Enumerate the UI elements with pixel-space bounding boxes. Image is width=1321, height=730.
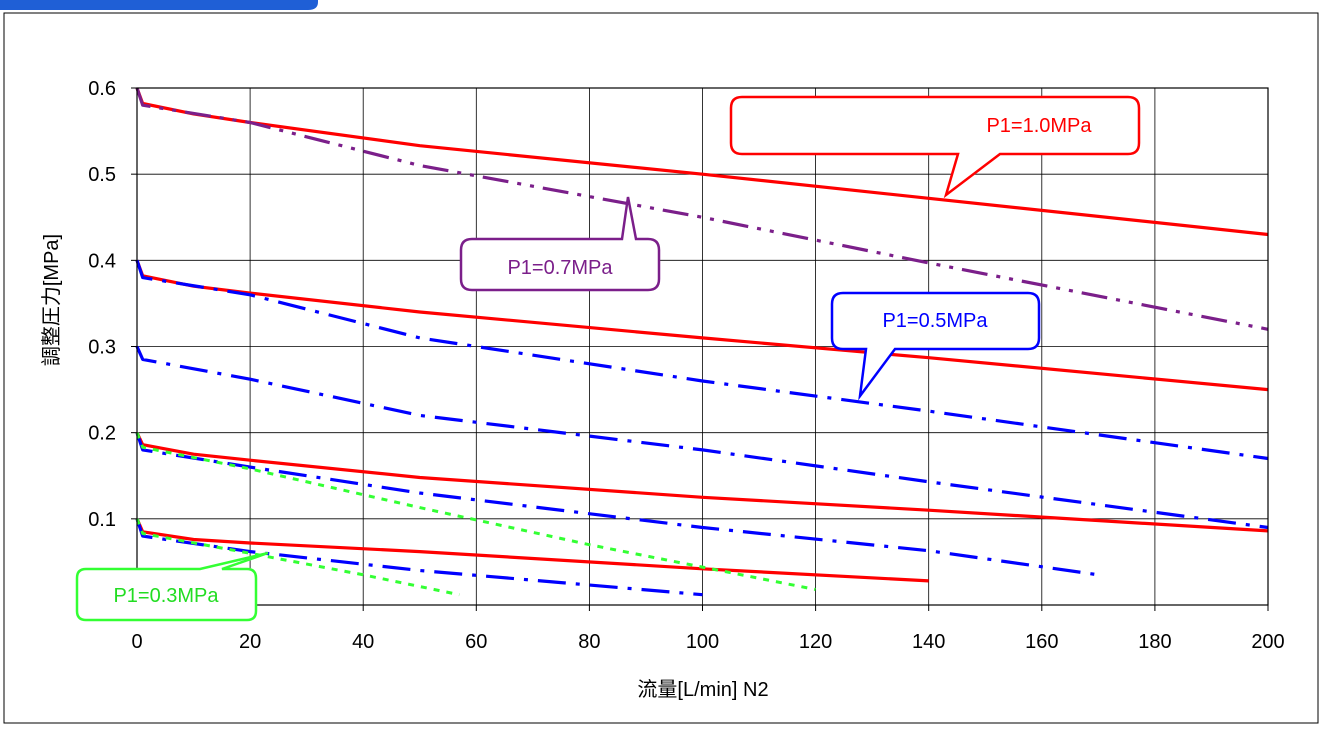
y-axis-label: 調整圧力[MPa] bbox=[40, 234, 63, 366]
x-tick-label: 200 bbox=[1251, 631, 1284, 653]
x-axis-ticks: 0 20 40 60 80 100 120 140 160 180 200 bbox=[131, 605, 1285, 653]
x-tick-label: 180 bbox=[1138, 631, 1171, 653]
callout-p1-0-5: P1=0.5MPa bbox=[830, 291, 1041, 401]
y-tick-label: 0.2 bbox=[88, 423, 116, 445]
x-tick-label: 40 bbox=[352, 631, 374, 653]
series-line-p1-0-7-4 bbox=[135, 87, 1269, 331]
x-tick-label: 80 bbox=[578, 631, 600, 653]
x-tick-label: 160 bbox=[1025, 631, 1058, 653]
callout-p1-0-5-label: P1=0.5MPa bbox=[882, 310, 988, 332]
callout-p1-0-7-label: P1=0.7MPa bbox=[507, 257, 613, 279]
callout-p1-0-3: P1=0.3MPa bbox=[75, 551, 269, 622]
series-line-p1-1-0-0 bbox=[135, 87, 1269, 237]
x-tick-label: 120 bbox=[799, 631, 832, 653]
x-tick-label: 140 bbox=[912, 631, 945, 653]
y-axis-ticks: 0.1 0.2 0.3 0.4 0.5 0.6 bbox=[88, 78, 137, 531]
series-line-p1-0-5-6 bbox=[135, 345, 1269, 530]
callout-p1-0-7: P1=0.7MPa bbox=[459, 196, 661, 292]
x-tick-label: 20 bbox=[239, 631, 261, 653]
y-tick-label: 0.4 bbox=[88, 250, 116, 272]
y-tick-label: 0.6 bbox=[88, 78, 116, 100]
series-line-p1-0-5-5 bbox=[135, 259, 1269, 461]
callout-p1-1-0-label: P1=1.0MPa bbox=[986, 115, 1092, 137]
y-tick-label: 0.5 bbox=[88, 164, 116, 186]
y-tick-label: 0.1 bbox=[88, 509, 116, 531]
x-axis-label: 流量[L/min] N2 bbox=[637, 678, 768, 701]
callout-p1-1-0: P1=1.0MPa bbox=[729, 95, 1141, 199]
x-tick-label: 100 bbox=[686, 631, 719, 653]
series-line-p1-0-3-9 bbox=[135, 432, 816, 591]
y-tick-label: 0.3 bbox=[88, 337, 116, 359]
callout-p1-0-3-label: P1=0.3MPa bbox=[113, 585, 219, 607]
header-tab[interactable] bbox=[0, 0, 318, 10]
x-tick-label: 60 bbox=[465, 631, 487, 653]
series-line-p1-1-0-2 bbox=[135, 432, 1269, 533]
series-line-p1-0-5-7 bbox=[135, 432, 1099, 577]
x-tick-label: 0 bbox=[131, 631, 142, 653]
